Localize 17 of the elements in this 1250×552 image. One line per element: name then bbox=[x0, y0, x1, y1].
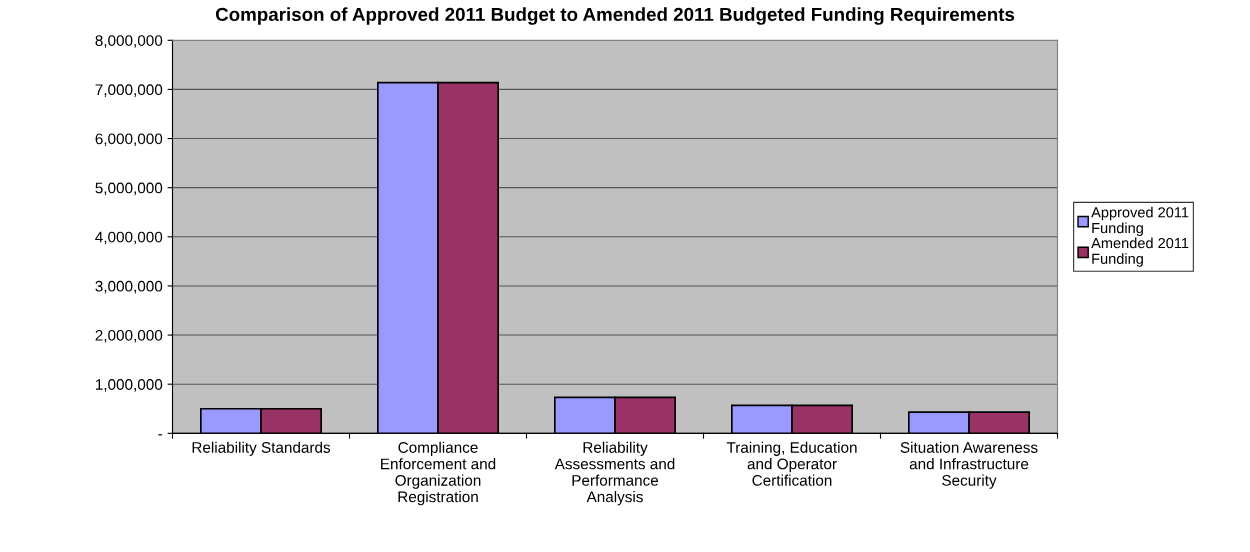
y-tick-label: 7,000,000 bbox=[95, 84, 163, 97]
y-tick-label: 8,000,000 bbox=[95, 35, 163, 48]
y-tick-label: 4,000,000 bbox=[95, 231, 163, 245]
x-tick-label: Situation Awareness and Infrastructure Security bbox=[900, 441, 1038, 489]
chart-title: Comparison of Approved 2011 Budget to Amended 2011 Budgeted Funding Requirements bbox=[215, 7, 1015, 25]
x-tick-label: Reliability Assessments and Performance Analysis bbox=[554, 441, 675, 506]
y-tick-label: 3,000,000 bbox=[95, 280, 163, 294]
legend-label: Amended 2011 Funding bbox=[1091, 237, 1189, 267]
x-tick-label: Reliability Standards bbox=[192, 441, 331, 456]
y-tick-label: 6,000,000 bbox=[95, 133, 163, 147]
x-tick-label: Compliance Enforcement and Organization Registration bbox=[381, 441, 496, 506]
y-tick-label: - bbox=[158, 434, 163, 436]
y-tick-label: 1,000,000 bbox=[95, 379, 163, 392]
y-tick-label: 2,000,000 bbox=[95, 329, 163, 343]
x-tick-label: Training, Education and Operator Certification bbox=[726, 441, 857, 486]
legend-label: Approved 2011 Funding bbox=[1091, 206, 1189, 237]
y-tick-label: 5,000,000 bbox=[95, 182, 163, 196]
